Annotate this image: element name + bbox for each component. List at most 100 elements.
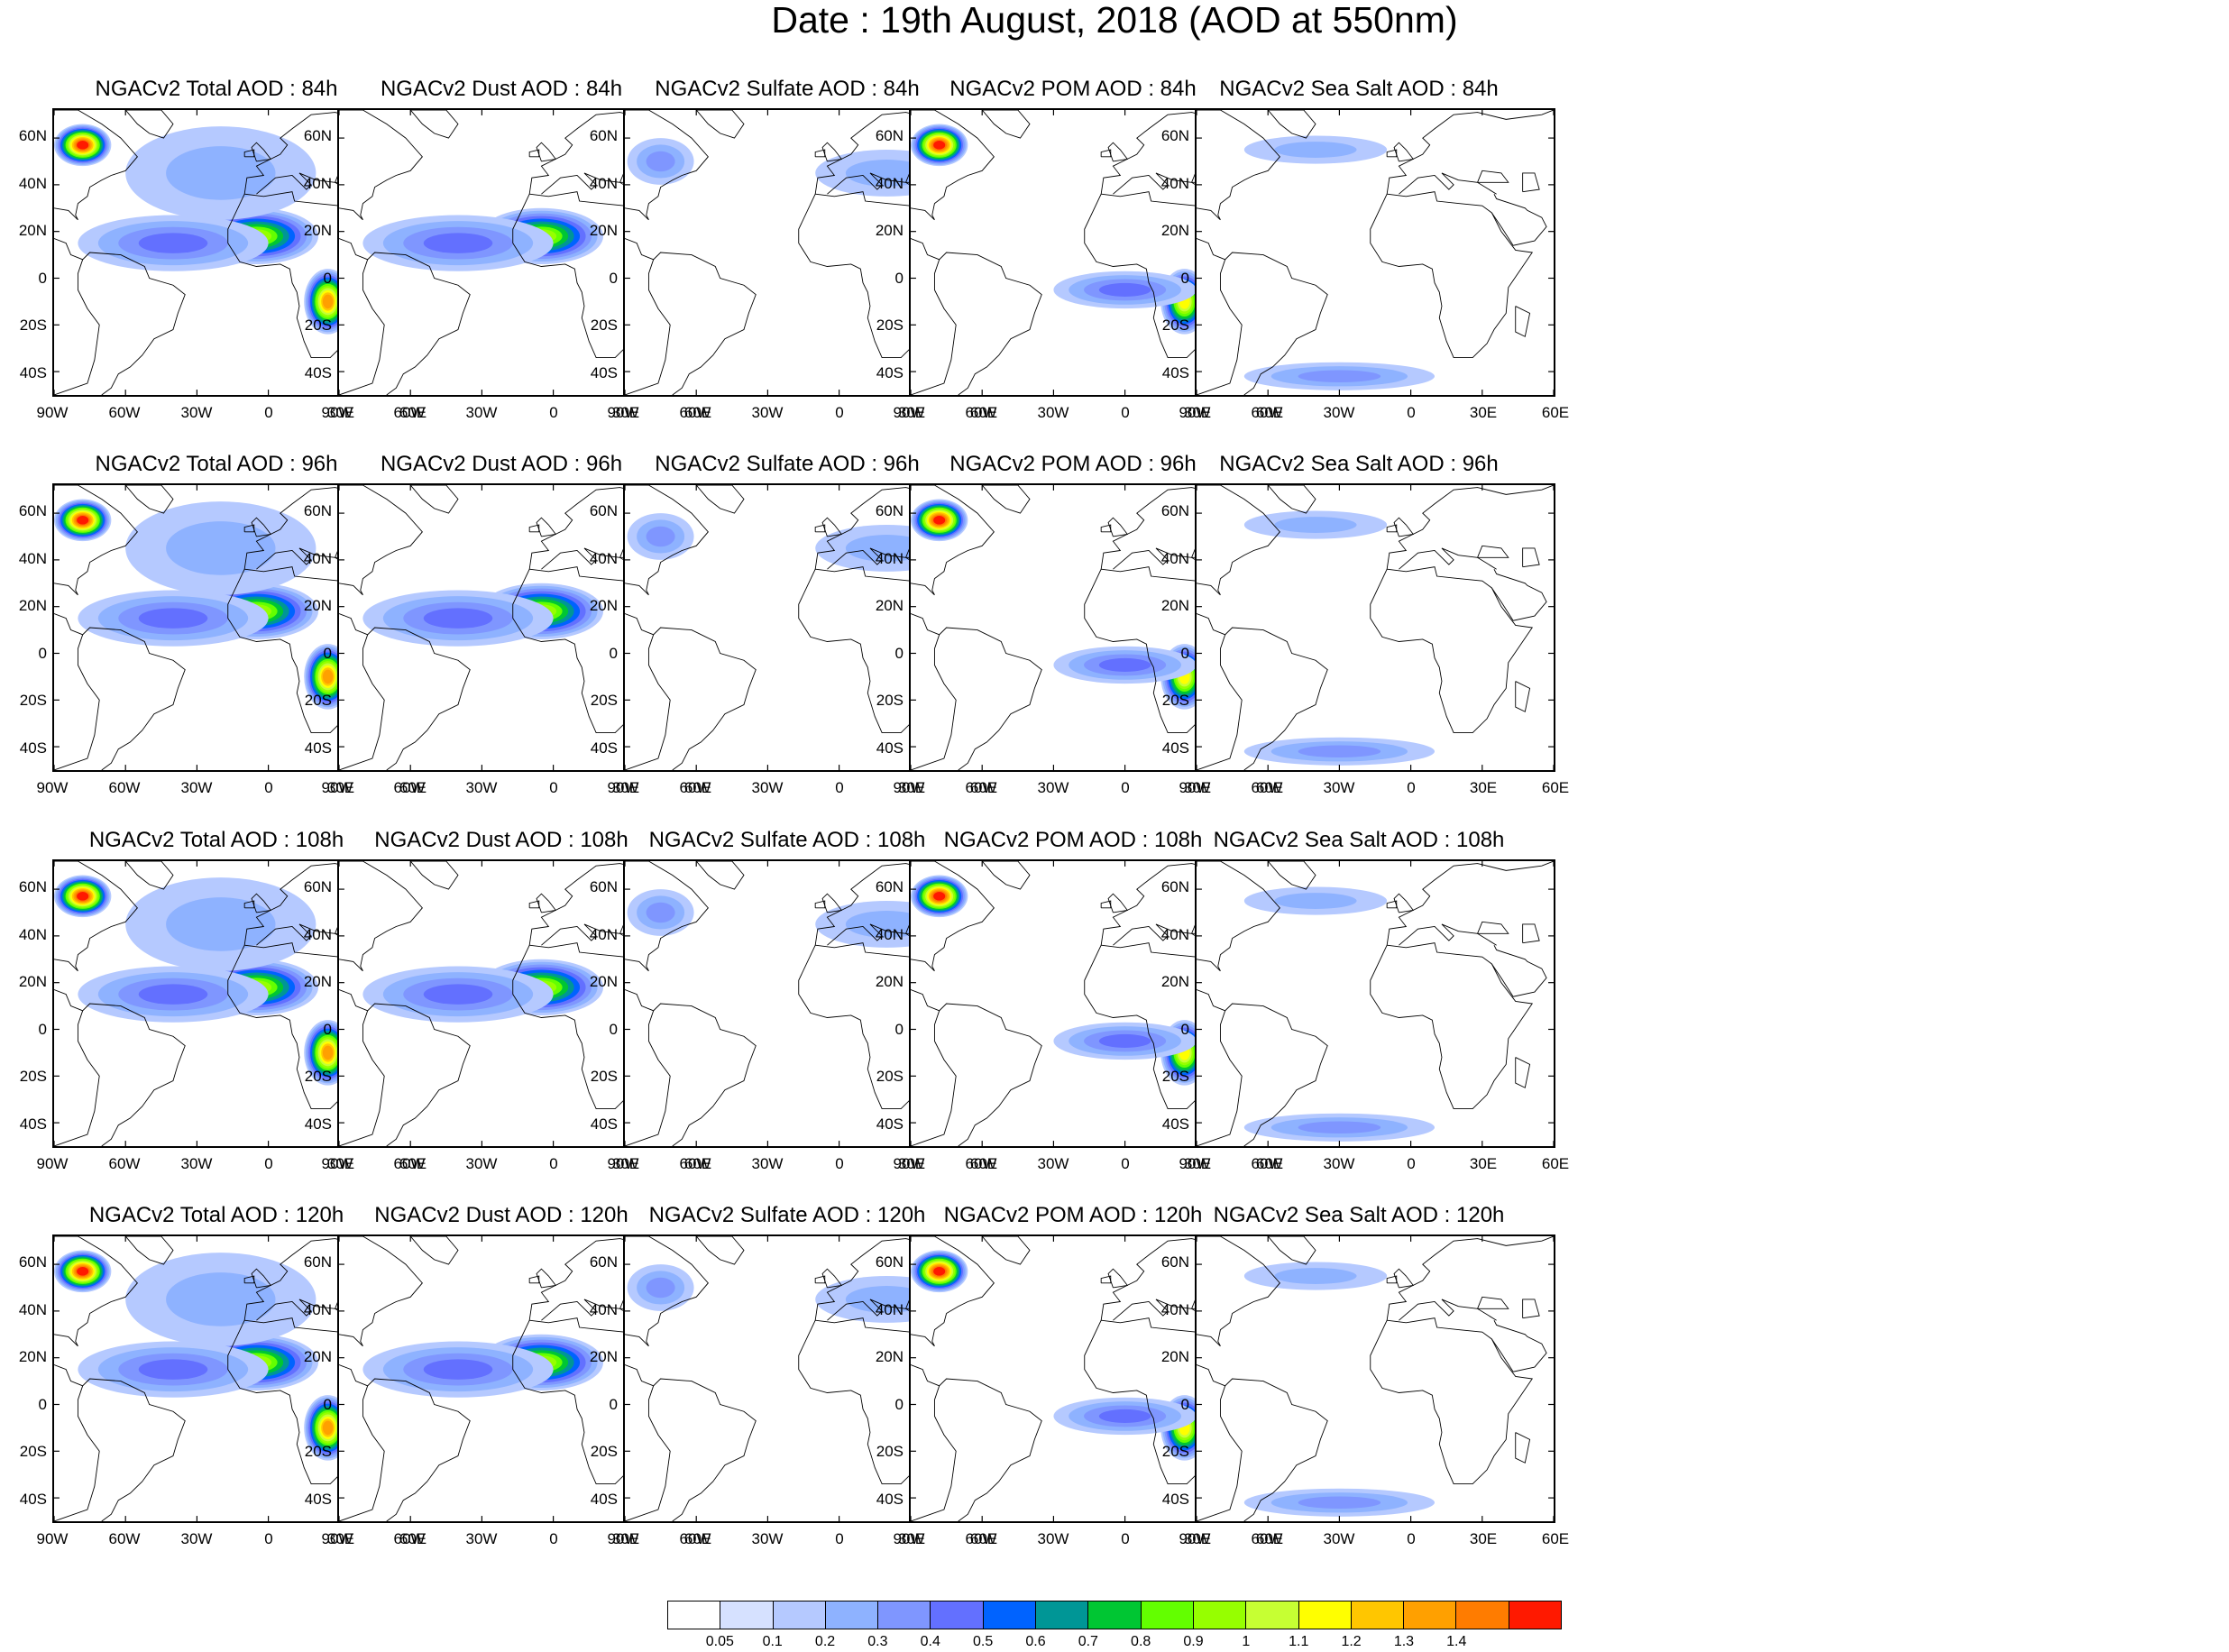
- aod-contour-seasalt-1-1: [1274, 517, 1357, 533]
- lon-label: 30W: [180, 1530, 213, 1547]
- lon-label: 90W: [607, 1155, 639, 1172]
- coastline-7: [1515, 1057, 1531, 1088]
- lon-label: 30W: [465, 1155, 498, 1172]
- coastline-8: [536, 1268, 557, 1289]
- panel-title: NGACv2 Dust AOD : 84h: [380, 77, 623, 101]
- coastline-12: [1522, 547, 1540, 568]
- aod-contour-total-4-1: [166, 1272, 276, 1326]
- coastline-0: [1197, 1236, 1280, 1347]
- coastline-3: [54, 634, 100, 770]
- lat-label: 0: [323, 1395, 332, 1413]
- coastline-1: [695, 861, 745, 890]
- lat-label: 20S: [19, 692, 47, 710]
- aod-field: [339, 1236, 696, 1521]
- lon-label: 60W: [393, 1530, 426, 1547]
- lon-label: 60E: [1541, 779, 1570, 796]
- lon-label: 0: [1407, 1155, 1416, 1172]
- lon-label: 30W: [1037, 1530, 1069, 1547]
- lon-label: 30E: [611, 404, 640, 421]
- lat-label: 40S: [876, 1490, 904, 1508]
- lon-label: 30W: [465, 1530, 498, 1547]
- coastline-1: [409, 861, 459, 890]
- lat-label: 40S: [876, 739, 904, 757]
- lat-label: 0: [609, 1020, 618, 1038]
- coastline-10: [256, 547, 354, 570]
- lat-label: 20N: [875, 597, 904, 615]
- lon-label: 90W: [607, 779, 639, 796]
- aod-field: [54, 1236, 411, 1521]
- coastline-2: [1197, 989, 1328, 1146]
- coastline-8: [536, 517, 557, 537]
- lon-label: 0: [264, 404, 273, 421]
- lon-label: 90W: [36, 779, 69, 796]
- coastline-9: [243, 900, 255, 909]
- coastline-10: [827, 923, 925, 946]
- lon-label: 60W: [1251, 1530, 1283, 1547]
- lat-label: 0: [38, 269, 47, 287]
- aod-contour-seasalt-1-1: [1274, 1268, 1357, 1284]
- lon-label: 0: [1407, 779, 1416, 796]
- lon-label: 0: [1121, 1155, 1130, 1172]
- panel-title: NGACv2 Total AOD : 120h: [88, 1203, 344, 1227]
- lat-label: 0: [894, 644, 904, 662]
- lat-label: 20S: [876, 1443, 904, 1461]
- coastline-5: [1370, 942, 1534, 1109]
- lon-label: 0: [1121, 779, 1130, 796]
- lon-label: 30W: [1323, 1530, 1355, 1547]
- lon-label: 90W: [893, 1530, 925, 1547]
- lat-label: 40S: [304, 1490, 332, 1508]
- lat-label: 40N: [18, 1300, 47, 1318]
- coastline-5: [1370, 191, 1534, 358]
- coastline-10: [541, 1299, 639, 1321]
- panel-title: NGACv2 Dust AOD : 120h: [374, 1203, 628, 1227]
- lat-label: 20S: [590, 1068, 618, 1086]
- lat-label: 60N: [303, 127, 332, 145]
- colorbar-swatch: [773, 1602, 826, 1629]
- lat-label: 40N: [875, 174, 904, 192]
- aod-contour-dust-1-3: [423, 233, 493, 253]
- aod-field: [1197, 110, 1554, 395]
- colorbar-label: 0.2: [814, 1634, 836, 1649]
- lon-label: 60W: [393, 1155, 426, 1172]
- coastline-9: [1100, 149, 1112, 158]
- lon-label: 30W: [1037, 1155, 1069, 1172]
- lon-label: 90W: [321, 1530, 353, 1547]
- lon-label: 60W: [108, 404, 141, 421]
- panel-title: NGACv2 POM AOD : 108h: [943, 828, 1203, 852]
- lat-label: 60N: [1160, 878, 1189, 896]
- coastline-2: [911, 1364, 1042, 1521]
- aod-contour-total-0-14: [77, 141, 89, 150]
- lon-label: 0: [835, 1155, 844, 1172]
- coastline-11: [1477, 1296, 1509, 1309]
- aod-field: [1197, 861, 1554, 1146]
- lat-label: 20N: [589, 222, 618, 240]
- coastline-9: [528, 149, 540, 158]
- aod-contour-sulfate-0-2: [646, 902, 675, 923]
- lon-label: 30E: [897, 1155, 926, 1172]
- lon-label: 30E: [1183, 1155, 1212, 1172]
- lat-label: 40S: [590, 1490, 618, 1508]
- lat-label: 20N: [303, 1348, 332, 1366]
- lon-label: 60E: [399, 779, 427, 796]
- coastline-2: [911, 989, 1042, 1146]
- map-panel-seasalt-96h: NGACv2 Sea Salt AOD : 96h 60N 40N 20N 0 20S 40…: [1142, 451, 1575, 812]
- colorbar-label: 0.7: [1078, 1634, 1098, 1649]
- coastline-0: [54, 485, 138, 596]
- lon-label: 0: [835, 779, 844, 796]
- map-panel-seasalt-108h: NGACv2 Sea Salt AOD : 108h 60N 40N 20N 0 20S 4…: [1142, 827, 1575, 1188]
- lat-label: 40N: [589, 1300, 618, 1318]
- coastline-0: [54, 1236, 138, 1347]
- lon-label: 30W: [180, 1155, 213, 1172]
- coastline-3: [625, 634, 671, 770]
- lon-label: 0: [1407, 404, 1416, 421]
- aod-contour-pom-0-14: [933, 1267, 946, 1276]
- coastline-6: [1491, 569, 1547, 621]
- lon-label: 90W: [36, 404, 69, 421]
- coastline-1: [1267, 485, 1316, 514]
- lat-label: 20N: [303, 222, 332, 240]
- lon-label: 60W: [965, 779, 997, 796]
- coastline-3: [339, 259, 385, 395]
- lat-label: 0: [38, 644, 47, 662]
- lat-label: 0: [38, 1020, 47, 1038]
- map-area: [1195, 859, 1555, 1148]
